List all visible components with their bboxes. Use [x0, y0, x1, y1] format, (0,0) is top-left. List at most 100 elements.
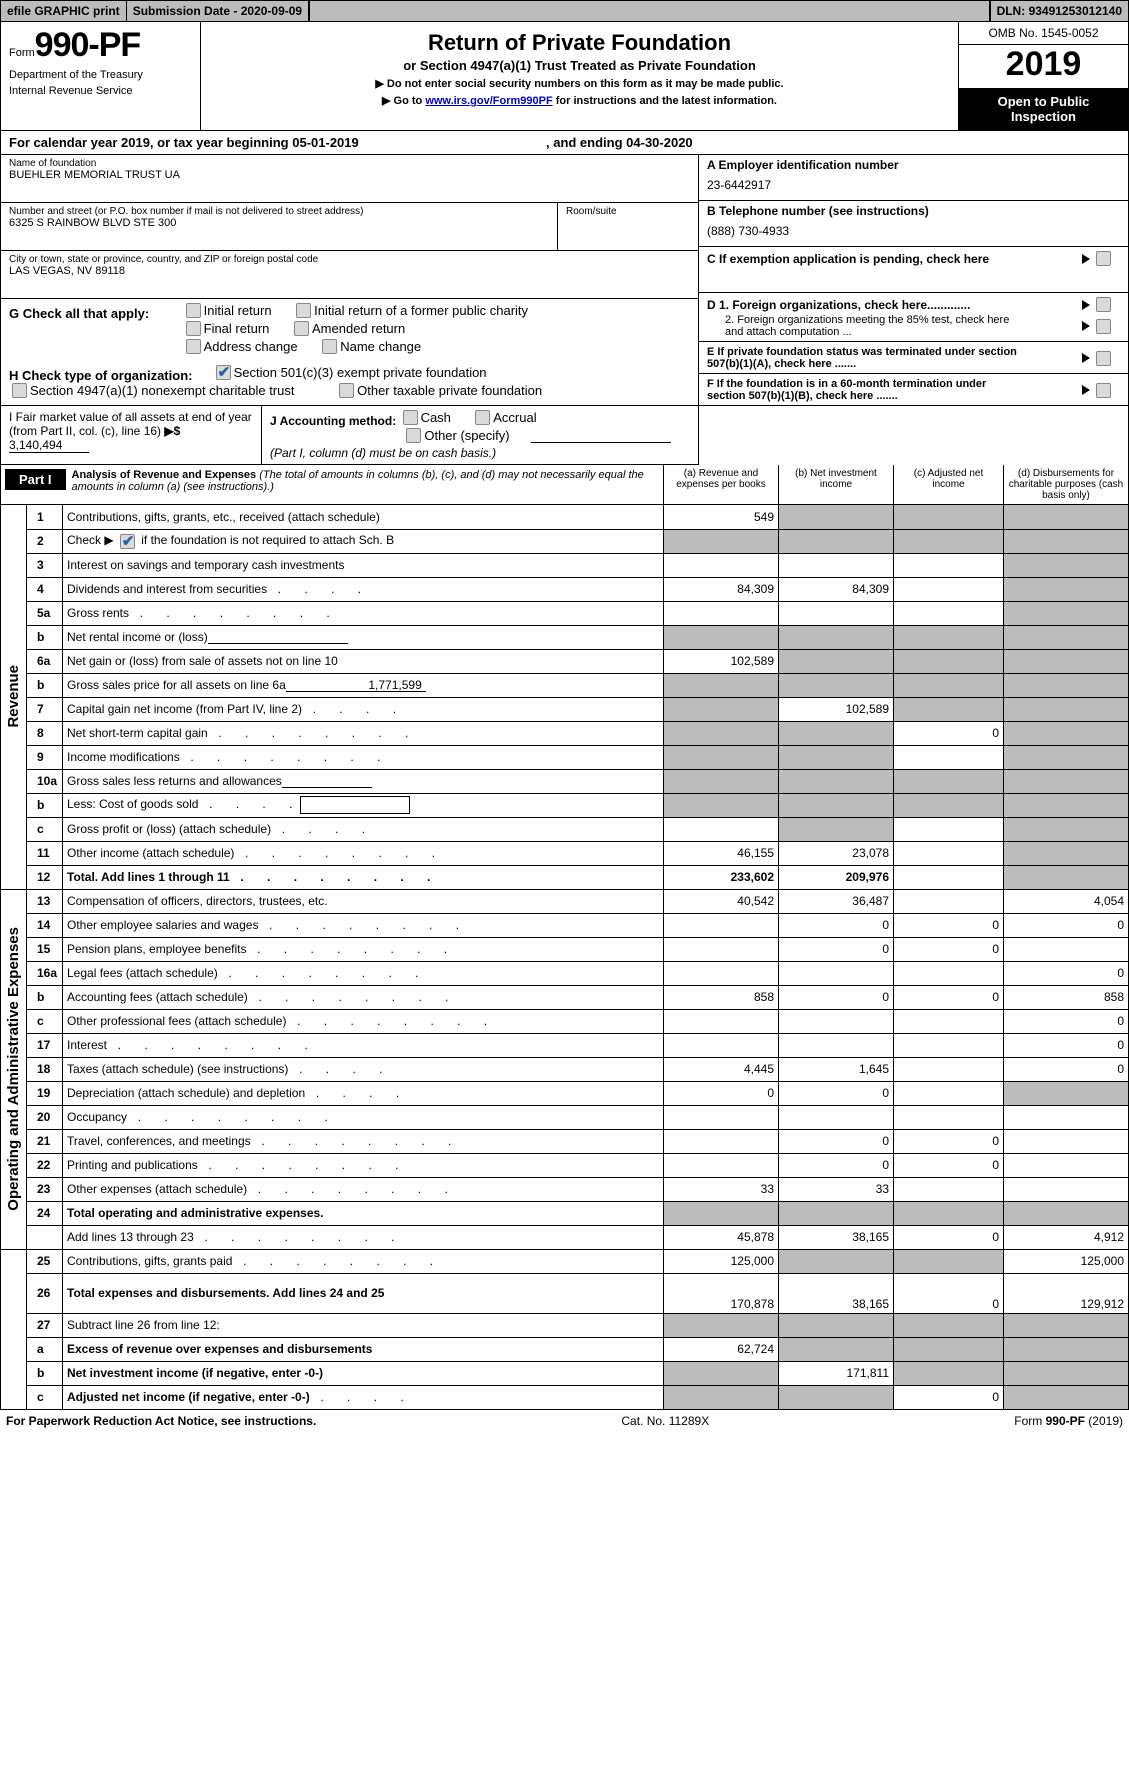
line-num [27, 1225, 63, 1249]
efile-print-button[interactable]: efile GRAPHIC print [0, 1, 126, 22]
line-label: Contributions, gifts, grants paid [63, 1249, 664, 1273]
table-row: 27Subtract line 26 from line 12: [1, 1313, 1129, 1337]
table-row: 16aLegal fees (attach schedule)0 [1, 961, 1129, 985]
h-4947a1[interactable]: Section 4947(a)(1) nonexempt charitable … [9, 383, 294, 398]
amt-b: 36,487 [779, 889, 894, 913]
checkbox-icon[interactable] [186, 303, 201, 318]
checkbox-icon[interactable] [403, 410, 418, 425]
section-i-j: I Fair market value of all assets at end… [1, 406, 698, 465]
line-num: b [27, 673, 63, 697]
table-row: 24Total operating and administrative exp… [1, 1201, 1129, 1225]
g-final-return[interactable]: Final return [183, 321, 270, 336]
line-num: 6a [27, 649, 63, 673]
amt-a: 45,878 [664, 1225, 779, 1249]
j-cash[interactable]: Cash [400, 410, 451, 425]
h-501c3[interactable]: Section 501(c)(3) exempt private foundat… [213, 365, 487, 380]
form-title: Return of Private Foundation [211, 30, 948, 56]
line-label: Net rental income or (loss) [63, 625, 664, 649]
line-label: Compensation of officers, directors, tru… [63, 889, 664, 913]
checkbox-icon[interactable] [339, 383, 354, 398]
amt-c: 0 [894, 937, 1004, 961]
line-label: Less: Cost of goods sold [63, 793, 664, 817]
phone-value: (888) 730-4933 [707, 224, 1120, 238]
line-num: c [27, 817, 63, 841]
line-num: 15 [27, 937, 63, 961]
amt-a: 858 [664, 985, 779, 1009]
checkbox-icon[interactable] [120, 534, 135, 549]
amt-b: 102,589 [779, 697, 894, 721]
table-row: cAdjusted net income (if negative, enter… [1, 1385, 1129, 1409]
checkbox-icon[interactable] [12, 383, 27, 398]
checkbox-icon[interactable] [294, 321, 309, 336]
checkbox-icon[interactable] [186, 321, 201, 336]
table-row: 9Income modifications [1, 745, 1129, 769]
g-initial-return[interactable]: Initial return [183, 303, 272, 318]
h-other-taxable[interactable]: Other taxable private foundation [336, 383, 542, 398]
j-other[interactable]: Other (specify) [403, 428, 509, 443]
part1-desc: Analysis of Revenue and Expenses (The to… [72, 465, 663, 495]
section-f: F If the foundation is in a 60-month ter… [699, 374, 1128, 406]
line-num: b [27, 625, 63, 649]
line-num: 26 [27, 1273, 63, 1313]
address-row: Number and street (or P.O. box number if… [1, 203, 698, 251]
part1-table: Revenue 1 Contributions, gifts, grants, … [0, 505, 1129, 1410]
checkbox-icon[interactable] [1096, 297, 1111, 312]
checkbox-icon[interactable] [322, 339, 337, 354]
ssn-warning: ▶ Do not enter social security numbers o… [211, 77, 948, 90]
open-inspection: Open to Public Inspection [959, 88, 1128, 130]
checkbox-icon[interactable] [216, 365, 231, 380]
header-left: Form990-PF Department of the Treasury In… [1, 22, 201, 130]
line-label: Gross rents [63, 601, 664, 625]
line-label: Total expenses and disbursements. Add li… [63, 1273, 664, 1313]
open-inspection-l2: Inspection [963, 109, 1124, 124]
line-num: 12 [27, 865, 63, 889]
checkbox-icon[interactable] [1096, 351, 1111, 366]
line-label: Other expenses (attach schedule) [63, 1177, 664, 1201]
table-row: bNet rental income or (loss) [1, 625, 1129, 649]
checkbox-icon[interactable] [475, 410, 490, 425]
j-other-line [531, 442, 671, 443]
checkbox-icon[interactable] [1096, 383, 1111, 398]
line-num: 20 [27, 1105, 63, 1129]
g-address-change[interactable]: Address change [183, 339, 298, 354]
j-accrual[interactable]: Accrual [472, 410, 536, 425]
instructions-link[interactable]: www.irs.gov/Form990PF [425, 95, 552, 107]
line-label: Pension plans, employee benefits [63, 937, 664, 961]
g-label: G Check all that apply: [9, 306, 179, 321]
line-num: 23 [27, 1177, 63, 1201]
checkbox-icon[interactable] [1096, 319, 1111, 334]
amt-c [894, 505, 1004, 529]
j-o3: Other (specify) [424, 428, 509, 443]
line-label: Contributions, gifts, grants, etc., rece… [63, 505, 664, 529]
table-row: cOther professional fees (attach schedul… [1, 1009, 1129, 1033]
part1-title: Analysis of Revenue and Expenses [72, 469, 257, 481]
line-label: Add lines 13 through 23 [63, 1225, 664, 1249]
table-row: 5aGross rents [1, 601, 1129, 625]
checkbox-icon[interactable] [1096, 251, 1111, 266]
checkbox-icon[interactable] [186, 339, 201, 354]
dln: DLN: 93491253012140 [990, 1, 1129, 22]
section-c: C If exemption application is pending, c… [699, 247, 1128, 293]
g-name-change[interactable]: Name change [319, 339, 421, 354]
table-row: Revenue 1 Contributions, gifts, grants, … [1, 505, 1129, 529]
g-amended-return[interactable]: Amended return [291, 321, 405, 336]
amt-c: 0 [894, 1385, 1004, 1409]
amt-a: 46,155 [664, 841, 779, 865]
line-num: 7 [27, 697, 63, 721]
col-a-header: (a) Revenue and expenses per books [663, 465, 778, 504]
h-o3: Other taxable private foundation [357, 383, 542, 398]
col-c-header: (c) Adjusted net income [893, 465, 1003, 504]
dept-treasury: Department of the Treasury [9, 69, 192, 81]
line-label: Printing and publications [63, 1153, 664, 1177]
amt-b: 0 [779, 1081, 894, 1105]
g-o2: Initial return of a former public charit… [314, 303, 528, 318]
goto-suffix: for instructions and the latest informat… [553, 95, 777, 107]
amt-a: 0 [664, 1081, 779, 1105]
checkbox-icon[interactable] [296, 303, 311, 318]
table-row: 6aNet gain or (loss) from sale of assets… [1, 649, 1129, 673]
g-initial-former[interactable]: Initial return of a former public charit… [293, 303, 528, 318]
amt-d: 858 [1004, 985, 1129, 1009]
checkbox-icon[interactable] [406, 428, 421, 443]
j-o2: Accrual [493, 410, 536, 425]
line-num: 13 [27, 889, 63, 913]
